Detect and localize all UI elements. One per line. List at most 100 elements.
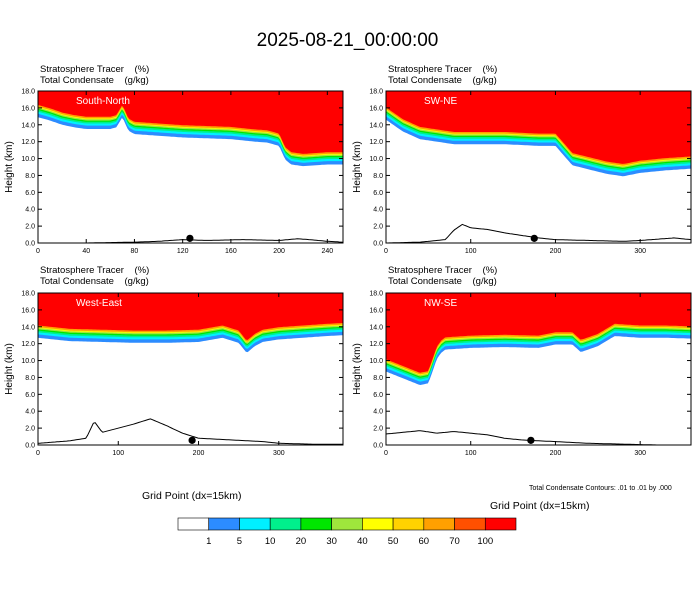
subtitle-tracer: Stratosphere Tracer (%) bbox=[388, 265, 498, 276]
y-axis-title: Height (km) bbox=[352, 343, 363, 395]
y-tick-label: 0.0 bbox=[25, 241, 35, 248]
x-tick-label: 0 bbox=[384, 248, 388, 255]
y-tick-label: 4.0 bbox=[25, 207, 35, 214]
x-axis-title-left: Grid Point (dx=15km) bbox=[142, 490, 242, 502]
x-tick-label: 40 bbox=[82, 248, 90, 255]
colorbar-swatch bbox=[454, 517, 486, 531]
colorbar-swatch bbox=[208, 517, 240, 531]
terrain-line bbox=[386, 430, 691, 445]
y-tick-label: 16.0 bbox=[21, 307, 35, 314]
panel-subtitle-we: Stratosphere Tracer (%) Total Condensate … bbox=[40, 265, 149, 287]
tracer-band-7 bbox=[38, 91, 343, 154]
plot-frame bbox=[385, 292, 692, 446]
colorbar-label: 30 bbox=[326, 536, 337, 547]
subtitle-tracer: Stratosphere Tracer (%) bbox=[40, 64, 150, 75]
x-tick-label: 240 bbox=[321, 248, 333, 255]
x-tick-label: 0 bbox=[36, 450, 40, 457]
panel-label: SW-NE bbox=[424, 96, 457, 107]
y-tick-label: 18.0 bbox=[21, 291, 35, 298]
y-tick-label: 8.0 bbox=[373, 173, 383, 180]
colorbar-swatch bbox=[392, 517, 425, 531]
y-tick-label: 4.0 bbox=[373, 207, 383, 214]
y-tick-label: 8.0 bbox=[373, 375, 383, 382]
terrain-line bbox=[38, 418, 343, 445]
y-tick-label: 18.0 bbox=[369, 291, 383, 298]
tracer-band-7 bbox=[38, 293, 343, 340]
panel-label: South-North bbox=[76, 96, 130, 107]
y-tick-label: 2.0 bbox=[373, 426, 383, 433]
y-axis-title: Height (km) bbox=[352, 141, 363, 193]
tracer-band-7 bbox=[386, 293, 691, 373]
y-tick-label: 10.0 bbox=[369, 156, 383, 163]
colorbar-swatch bbox=[177, 517, 210, 531]
y-tick-label: 6.0 bbox=[25, 190, 35, 197]
y-tick-label: 18.0 bbox=[369, 89, 383, 96]
x-tick-label: 100 bbox=[465, 248, 477, 255]
location-marker bbox=[186, 234, 194, 242]
x-tick-label: 300 bbox=[634, 450, 646, 457]
colorbar-label: 60 bbox=[418, 536, 430, 547]
panel-2: 0.0 2.0 4.0 6.0 8.0 10.0 12.0 14.0 16.0 18.0 0 100 2… bbox=[4, 291, 344, 457]
y-tick-label: 8.0 bbox=[25, 375, 35, 382]
colorbar-label: 100 bbox=[477, 536, 494, 547]
y-tick-label: 14.0 bbox=[21, 122, 35, 129]
x-tick-label: 300 bbox=[634, 248, 646, 255]
x-tick-label: 0 bbox=[36, 248, 40, 255]
colorbar-label: 1 bbox=[206, 536, 212, 547]
x-tick-label: 200 bbox=[550, 248, 562, 255]
colorbar-swatch bbox=[484, 517, 517, 531]
y-tick-label: 14.0 bbox=[369, 324, 383, 331]
colorbar-label: 70 bbox=[449, 536, 460, 547]
plot-area bbox=[386, 293, 691, 445]
plot-area bbox=[38, 91, 343, 243]
y-axis-title: Height (km) bbox=[4, 343, 15, 395]
subtitle-tracer: Stratosphere Tracer (%) bbox=[388, 64, 498, 75]
x-tick-label: 300 bbox=[273, 450, 285, 457]
y-tick-label: 2.0 bbox=[373, 224, 383, 231]
y-tick-label: 14.0 bbox=[21, 324, 35, 331]
y-tick-label: 10.0 bbox=[21, 358, 35, 365]
panel-label: West-East bbox=[76, 298, 122, 309]
y-tick-label: 6.0 bbox=[373, 190, 383, 197]
colorbar-label: 5 bbox=[236, 536, 243, 547]
colorbar bbox=[177, 517, 517, 531]
y-tick-label: 12.0 bbox=[369, 139, 383, 146]
plot-frame bbox=[385, 90, 692, 244]
panel-subtitle-sn: Stratosphere Tracer (%) Total Condensate … bbox=[40, 64, 149, 86]
colorbar-swatch bbox=[331, 517, 363, 531]
y-tick-label: 2.0 bbox=[25, 224, 35, 231]
subtitle-condensate: Total Condensate (g/kg) bbox=[388, 276, 497, 287]
y-tick-label: 10.0 bbox=[21, 156, 35, 163]
plot-area bbox=[386, 91, 691, 243]
y-tick-label: 4.0 bbox=[373, 409, 383, 416]
y-tick-label: 2.0 bbox=[25, 426, 35, 433]
y-tick-label: 16.0 bbox=[21, 105, 35, 112]
y-tick-label: 0.0 bbox=[25, 443, 35, 450]
x-tick-label: 100 bbox=[112, 450, 124, 457]
y-tick-label: 6.0 bbox=[373, 392, 383, 399]
y-tick-label: 8.0 bbox=[25, 173, 35, 180]
x-tick-label: 200 bbox=[550, 450, 562, 457]
colorbar-label: 20 bbox=[295, 536, 307, 547]
colorbar-swatch bbox=[362, 517, 394, 531]
panel-1: 0.0 2.0 4.0 6.0 8.0 10.0 12.0 14.0 16.0 18.0 0 100 2… bbox=[352, 89, 692, 255]
tracer-band-7 bbox=[386, 91, 691, 164]
y-tick-label: 16.0 bbox=[369, 105, 383, 112]
plot-area bbox=[38, 293, 343, 445]
colorbar-swatch bbox=[239, 517, 271, 531]
y-tick-label: 12.0 bbox=[369, 341, 383, 348]
location-marker bbox=[527, 436, 535, 444]
x-axis-title-right: Grid Point (dx=15km) bbox=[490, 500, 590, 512]
y-tick-label: 4.0 bbox=[25, 409, 35, 416]
y-tick-label: 0.0 bbox=[373, 241, 383, 248]
colorbar-label: 40 bbox=[357, 536, 368, 547]
y-tick-label: 14.0 bbox=[369, 122, 383, 129]
colorbar-label: 10 bbox=[264, 536, 276, 547]
subtitle-condensate: Total Condensate (g/kg) bbox=[40, 75, 149, 86]
y-tick-label: 6.0 bbox=[25, 392, 35, 399]
panel-subtitle-nwse: Stratosphere Tracer (%) Total Condensate … bbox=[388, 265, 497, 287]
y-tick-label: 18.0 bbox=[21, 89, 35, 96]
x-tick-label: 80 bbox=[131, 248, 139, 255]
x-tick-label: 200 bbox=[273, 248, 285, 255]
y-tick-label: 12.0 bbox=[21, 341, 35, 348]
